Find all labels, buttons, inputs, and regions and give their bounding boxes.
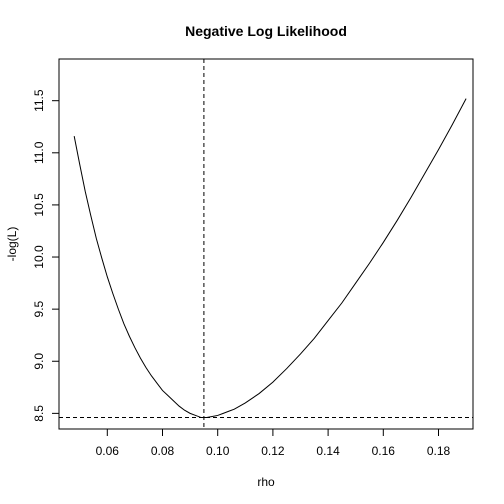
x-tick-label: 0.12 (261, 444, 285, 458)
series-layer (73, 98, 467, 419)
y-axis-label: -log(L) (5, 227, 19, 262)
likelihood-curve (73, 98, 467, 419)
y-tick-label: 8.5 (32, 405, 46, 422)
y-tick-label: 11.0 (32, 141, 46, 164)
x-tick-label: 0.14 (316, 444, 340, 458)
chart-title: Negative Log Likelihood (185, 23, 347, 39)
x-tick-label: 0.16 (372, 444, 396, 458)
x-axis: 0.06 0.08 0.10 0.12 0.14 0.16 0.18 (96, 428, 451, 458)
x-tick-label: 0.08 (151, 444, 175, 458)
plot-frame (58, 58, 474, 430)
x-tick-label: 0.18 (427, 444, 451, 458)
y-axis: 8.5 9.0 9.5 10.0 10.5 11.0 11.5 (32, 89, 60, 422)
y-tick-label: 10.5 (32, 193, 46, 217)
reference-lines (59, 59, 473, 429)
x-axis-label: rho (257, 475, 275, 489)
y-tick-label: 10.0 (32, 245, 46, 269)
x-tick-label: 0.10 (206, 444, 230, 458)
y-tick-label: 11.5 (32, 89, 46, 112)
y-tick-label: 9.5 (32, 300, 46, 317)
y-tick-label: 9.0 (32, 353, 46, 370)
x-tick-label: 0.06 (96, 444, 120, 458)
